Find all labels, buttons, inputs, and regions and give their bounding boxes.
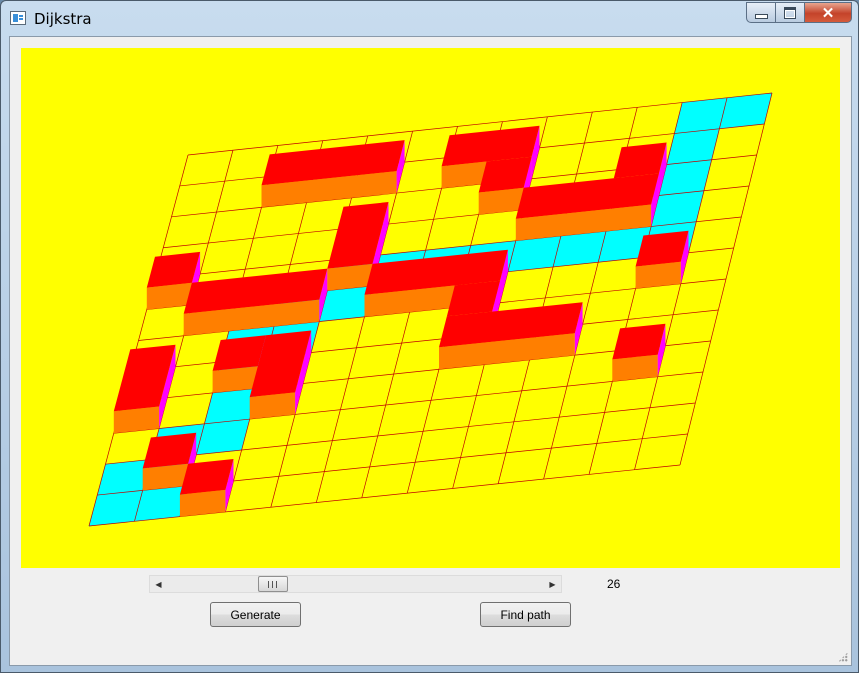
wall-block-front	[249, 392, 296, 420]
wall-block-side	[500, 249, 508, 303]
wall-block-front	[327, 263, 373, 291]
wall-block-top	[261, 140, 405, 186]
find-path-button[interactable]: Find path	[480, 602, 571, 627]
generate-button[interactable]: Generate	[210, 602, 301, 627]
maximize-button[interactable]	[775, 2, 804, 23]
wall-block-side	[319, 268, 328, 322]
wall-block-top	[515, 173, 659, 219]
grid-window-icon	[10, 11, 26, 25]
grid-board[interactable]	[21, 48, 840, 568]
wall-block-top	[635, 230, 689, 267]
wall-block-front	[113, 406, 160, 434]
close-button[interactable]: ✕	[804, 2, 852, 23]
size-slider[interactable]: ◀ ▶	[149, 575, 562, 593]
slider-thumb[interactable]	[257, 576, 288, 592]
wall-block-front	[146, 282, 192, 310]
wall-block-top	[446, 280, 500, 317]
wall-block-side	[225, 459, 234, 512]
path-cell	[719, 92, 773, 130]
wall-block-front	[142, 463, 189, 491]
wall-block-top	[327, 202, 389, 269]
scroll-right-arrow-icon[interactable]: ▶	[549, 579, 556, 589]
wall-block-top	[249, 330, 312, 398]
grid-line	[113, 371, 704, 434]
wall-block-side	[159, 344, 176, 429]
maximize-icon	[784, 6, 796, 19]
wall-block-front	[515, 204, 652, 241]
grid-line	[105, 402, 696, 465]
wall-block-top	[612, 323, 666, 360]
grid-line	[187, 92, 773, 156]
wall-block-top	[478, 156, 532, 193]
wall-block-top	[146, 251, 201, 288]
wall-block-top	[364, 249, 508, 295]
wall-block-side	[680, 230, 689, 284]
window-title: Dijkstra	[34, 10, 92, 28]
grip-icon	[268, 580, 278, 588]
scroll-left-arrow-icon[interactable]: ◀	[155, 579, 162, 589]
wall-block-side	[658, 142, 667, 196]
close-icon: ✕	[821, 4, 835, 22]
slider-value: 26	[607, 577, 621, 591]
wall-block-front	[179, 489, 226, 517]
wall-block-front	[635, 261, 681, 289]
wall-block-side	[651, 173, 659, 227]
title-bar[interactable]: Dijkstra ✕	[1, 1, 858, 35]
wall-block-side	[574, 302, 583, 356]
wall-block-side	[531, 125, 540, 179]
wall-block-front	[212, 366, 258, 393]
wall-block-side	[295, 330, 312, 415]
wall-block-front	[439, 333, 575, 370]
grid-canvas[interactable]	[21, 48, 840, 568]
wall-block-front	[478, 187, 524, 215]
wall-block-top	[113, 344, 176, 412]
wall-block-front	[183, 299, 320, 336]
wall-block-front	[612, 354, 658, 382]
wall-block-side	[396, 140, 405, 194]
wall-block-top	[142, 432, 197, 469]
resize-grip-icon[interactable]	[838, 652, 848, 662]
minimize-button[interactable]	[746, 2, 775, 23]
wall-block-side	[657, 323, 666, 377]
wall-block-top	[212, 335, 266, 371]
wall-block-top	[613, 142, 667, 179]
wall-block-top	[439, 302, 583, 348]
wall-block-top	[441, 125, 540, 167]
wall-block-top	[183, 268, 328, 314]
client-area: ◀ ▶ 26 Generate Find path	[9, 36, 852, 666]
caption-buttons: ✕	[746, 2, 852, 23]
grid-line	[88, 464, 681, 527]
wall-block-front	[261, 171, 397, 208]
wall-block-top	[179, 459, 234, 495]
minimize-icon	[754, 13, 768, 19]
